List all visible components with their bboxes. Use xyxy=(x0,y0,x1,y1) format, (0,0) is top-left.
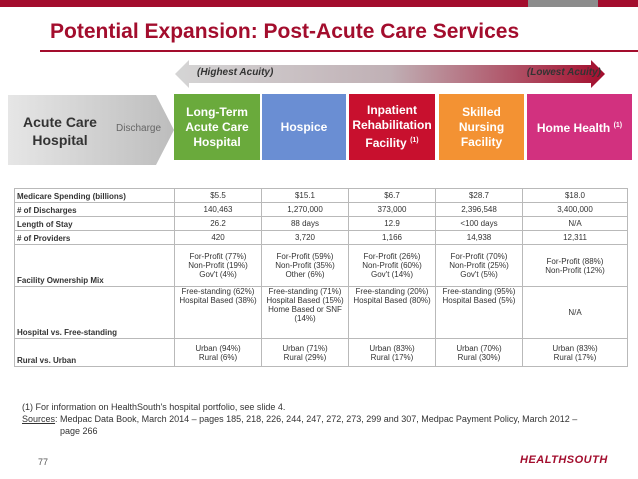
row-label: # of Providers xyxy=(14,230,175,245)
top-accent-gray xyxy=(528,0,598,7)
table-row-ownership: Facility Ownership Mix For-Profit (77%) N… xyxy=(14,244,628,287)
footnote-ref: (1) xyxy=(613,122,623,129)
table-cell: Free-standing (95%) Hospital Based (5%) xyxy=(435,286,523,339)
setting-snf-label: Skilled Nursing Facility xyxy=(458,104,505,149)
table-cell: Free-standing (20%) Hospital Based (80%) xyxy=(348,286,436,339)
discharge-label: Discharge xyxy=(116,123,162,134)
footnote-1: (1) For information on HealthSouth's hos… xyxy=(22,402,286,412)
setting-hospice: Hospice xyxy=(262,94,346,160)
table-cell: 88 days xyxy=(261,216,349,231)
table-row-providers: # of Providers 420 3,720 1,166 14,938 12… xyxy=(14,230,628,245)
table-cell: $15.1 xyxy=(261,188,349,203)
table-cell: For-Profit (88%) Non-Profit (12%) xyxy=(522,244,628,287)
table-cell: For-Profit (70%) Non-Profit (25%) Gov't (5… xyxy=(435,244,523,287)
setting-home-health-label: Home Health (1) xyxy=(536,121,623,135)
setting-ltach-label: Long-Term Acute Care Hospital xyxy=(185,104,249,149)
table-row-hospital: Hospital vs. Free-standing Free-standing… xyxy=(14,286,628,339)
acuity-arrow-shape xyxy=(175,60,605,88)
acuity-arrow: (Highest Acuity) (Lowest Acuity) xyxy=(175,60,605,88)
setting-ltach: Long-Term Acute Care Hospital xyxy=(174,94,260,160)
table-cell: For-Profit (59%) Non-Profit (35%) Other (6… xyxy=(261,244,349,287)
lowest-acuity-label: (Lowest Acuity) xyxy=(526,67,601,78)
table-cell: $5.5 xyxy=(174,188,262,203)
title-rule xyxy=(40,50,638,52)
row-label: # of Discharges xyxy=(14,202,175,217)
table-cell: N/A xyxy=(522,286,628,339)
table-cell: Urban (71%) Rural (29%) xyxy=(261,338,349,367)
table-cell: 26.2 xyxy=(174,216,262,231)
table-cell: Urban (94%) Rural (6%) xyxy=(174,338,262,367)
table-cell: 1,270,000 xyxy=(261,202,349,217)
table-cell: 14,938 xyxy=(435,230,523,245)
footnote-ref: (1) xyxy=(410,137,419,144)
table-cell: Urban (83%) Rural (17%) xyxy=(348,338,436,367)
footnotes: (1) For information on HealthSouth's hos… xyxy=(22,401,577,437)
table-cell: 1,166 xyxy=(348,230,436,245)
table-cell: 12.9 xyxy=(348,216,436,231)
setting-hospice-label: Hospice xyxy=(280,119,328,134)
table-cell: For-Profit (77%) Non-Profit (19%) Gov't (4… xyxy=(174,244,262,287)
setting-snf: Skilled Nursing Facility xyxy=(439,94,524,160)
table-row-spending: Medicare Spending (billions) $5.5 $15.1 … xyxy=(14,188,628,203)
table-cell: 2,396,548 xyxy=(435,202,523,217)
table-cell: N/A xyxy=(522,216,628,231)
table-cell: Urban (70%) Rural (30%) xyxy=(435,338,523,367)
comparison-table: Medicare Spending (billions) $5.5 $15.1 … xyxy=(14,188,628,367)
table-cell: Urban (83%) Rural (17%) xyxy=(522,338,628,367)
table-cell: Free-standing (71%) Hospital Based (15%) H… xyxy=(261,286,349,339)
table-cell: 3,720 xyxy=(261,230,349,245)
table-cell: 420 xyxy=(174,230,262,245)
table-cell: 3,400,000 xyxy=(522,202,628,217)
table-cell: $18.0 xyxy=(522,188,628,203)
row-label: Length of Stay xyxy=(14,216,175,231)
table-row-los: Length of Stay 26.2 88 days 12.9 <100 da… xyxy=(14,216,628,231)
table-cell: $28.7 xyxy=(435,188,523,203)
table-cell: 12,311 xyxy=(522,230,628,245)
row-label: Facility Ownership Mix xyxy=(14,244,175,287)
table-cell: $6.7 xyxy=(348,188,436,203)
table-cell: Free-standing (62%) Hospital Based (38%) xyxy=(174,286,262,339)
discharge-arrow: Acute Care Hospital Discharge xyxy=(8,95,174,165)
table-cell: <100 days xyxy=(435,216,523,231)
setting-irf: Inpatient Rehabilitation Facility (1) xyxy=(349,94,435,160)
table-cell: 140,463 xyxy=(174,202,262,217)
healthsouth-logo: HEALTHSOUTH xyxy=(520,454,608,466)
footnote-sources-cont: page 266 xyxy=(60,426,98,436)
page-title: Potential Expansion: Post-Acute Care Ser… xyxy=(50,20,520,43)
table-row-rural: Rural vs. Urban Urban (94%) Rural (6%) Ur… xyxy=(14,338,628,367)
discharge-arrow-shape xyxy=(8,95,174,165)
table-cell: 373,000 xyxy=(348,202,436,217)
table-row-discharges: # of Discharges 140,463 1,270,000 373,00… xyxy=(14,202,628,217)
row-label: Rural vs. Urban xyxy=(14,338,175,367)
setting-irf-label: Inpatient Rehabilitation Facility (1) xyxy=(352,103,432,150)
row-label: Hospital vs. Free-standing xyxy=(14,286,175,339)
setting-home-health: Home Health (1) xyxy=(527,94,632,160)
top-accent-bar xyxy=(0,0,638,7)
table-cell: For-Profit (26%) Non-Profit (60%) Gov't (1… xyxy=(348,244,436,287)
highest-acuity-label: (Highest Acuity) xyxy=(197,67,274,78)
acute-care-label: Acute Care Hospital xyxy=(23,114,97,148)
page-number: 77 xyxy=(38,457,49,467)
row-label: Medicare Spending (billions) xyxy=(14,188,175,203)
footnote-sources: Sources: Medpac Data Book, March 2014 – … xyxy=(22,414,578,424)
